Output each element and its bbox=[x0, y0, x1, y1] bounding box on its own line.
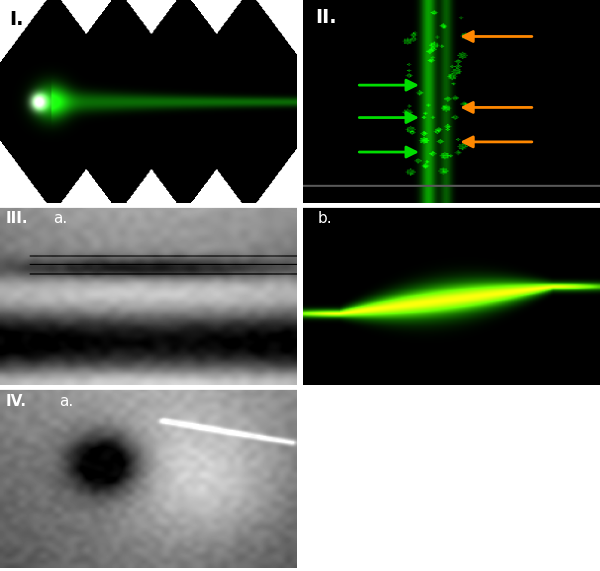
Text: I.: I. bbox=[9, 10, 23, 29]
Text: b.: b. bbox=[318, 211, 332, 226]
Text: II.: II. bbox=[315, 8, 337, 27]
Text: a.: a. bbox=[59, 393, 74, 409]
Text: III.: III. bbox=[6, 211, 28, 226]
Text: IV.: IV. bbox=[6, 393, 27, 409]
Text: b.: b. bbox=[318, 393, 332, 409]
Text: a.: a. bbox=[53, 211, 68, 226]
